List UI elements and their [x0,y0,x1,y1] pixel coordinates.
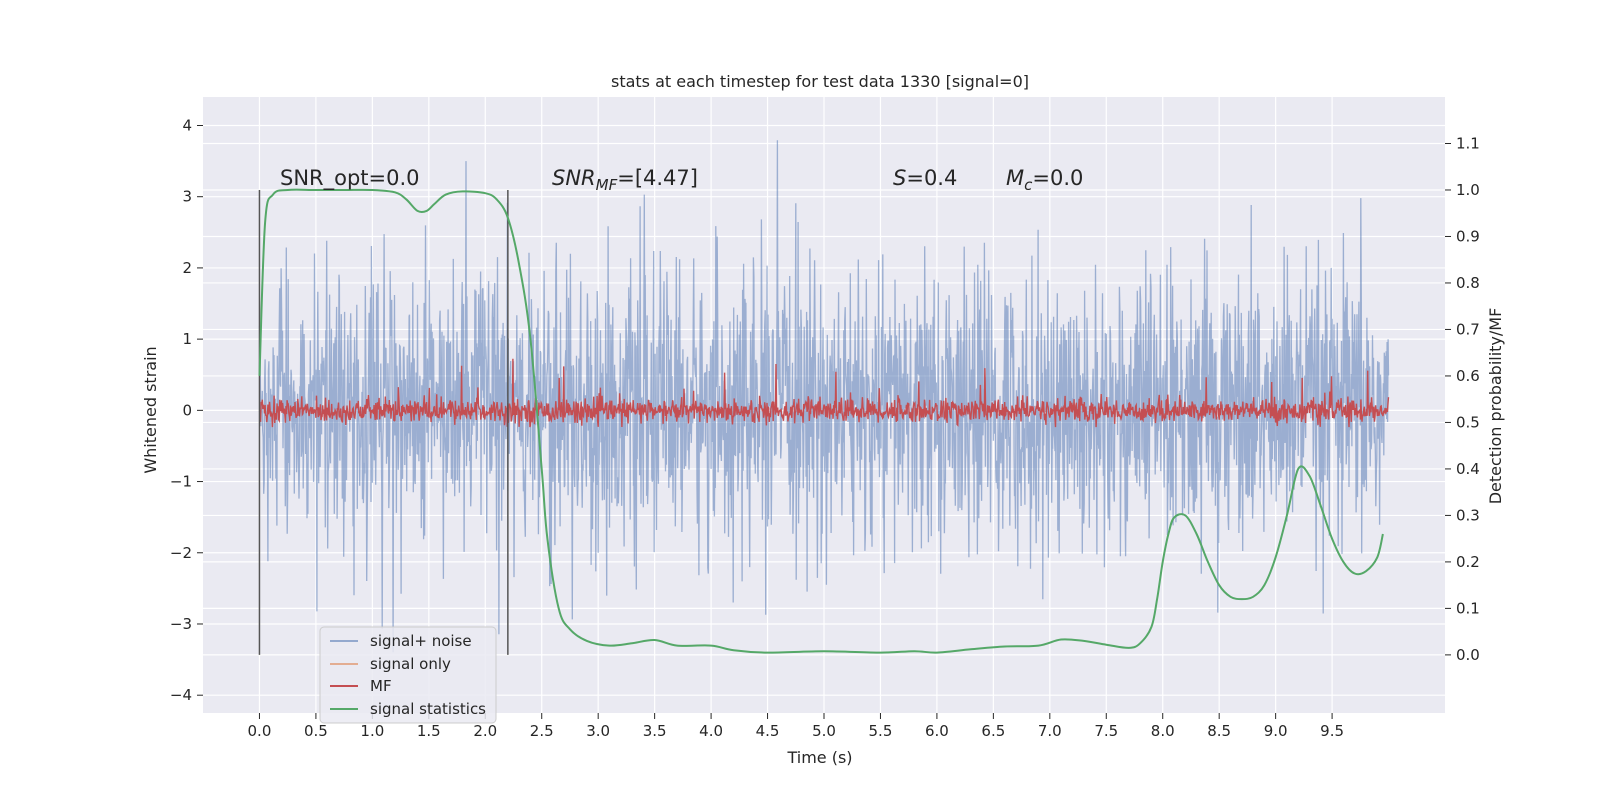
signal-statistics-line [258,188,1384,654]
x-tick-label: 3.5 [643,722,667,740]
x-tick-label: 0.0 [248,722,272,740]
x-tick-label: 7.0 [1038,722,1062,740]
vertical-markers [258,189,509,655]
y2-axis-ticks: 1.1 1.0 0.9 0.8 0.7 0.6 0.5 0.4 0.3 0.2 0.1 0.0 [1445,134,1480,664]
legend-frame [319,626,497,724]
x-tick-label: 5.5 [869,722,893,740]
x-tick-label: 8.0 [1151,722,1175,740]
annotation-snr-mf: SNRMF=[4.47] [552,166,698,194]
signal-noise-line [258,140,1390,653]
y2-tick-label: 0.7 [1456,320,1480,338]
mc-label: M [1006,166,1024,190]
x-tick-label: 0.5 [304,722,328,740]
y2-tick-label: 0.5 [1456,413,1480,431]
legend-label-mf: MF [370,677,392,695]
x-tick-label: 4.5 [756,722,780,740]
s-label: S [893,166,906,190]
y-tick-label: −3 [170,615,192,633]
y-tick-label: 3 [182,188,192,206]
annotation-mc: Mc=0.0 [1006,166,1083,194]
x-tick-label: 9.0 [1264,722,1288,740]
x-axis-label: Time (s) [786,748,852,767]
annotation-snr-opt: SNR_opt=0.0 [280,166,420,191]
y2-tick-label: 0.6 [1456,367,1480,385]
snr-mf-label: SNR [552,166,596,190]
annotation-s: S=0.4 [893,166,957,190]
mf-line [258,358,1390,428]
signal-statistics-series [258,188,1384,654]
signal-noise-series [258,140,1390,653]
snr-mf-subscript: MF [596,176,618,194]
chart-title: stats at each timestep for test data 133… [611,72,1029,91]
y2-tick-label: 0.3 [1456,506,1480,524]
x-tick-label: 6.0 [925,722,949,740]
y2-tick-label: 0.4 [1456,460,1480,478]
y2-tick-label: 1.1 [1456,134,1480,152]
mc-value: =0.0 [1032,166,1083,190]
y2-axis-label: Detection probability/MF [1486,308,1505,505]
y-tick-label: −4 [170,686,192,704]
x-tick-label: 2.0 [473,722,497,740]
y-tick-label: 4 [182,116,192,134]
y2-tick-label: 0.8 [1456,274,1480,292]
x-axis-ticks: 0.0 0.5 1.0 1.5 2.0 2.5 3.0 3.5 4.0 4.5 5.0 5.5 6.0 6… [248,713,1344,740]
s-value: =0.4 [906,166,957,190]
x-tick-label: 7.5 [1094,722,1118,740]
legend-label-signal-statistics: signal statistics [370,700,486,718]
y-axis-ticks: 4 3 2 1 0 −1 −2 −3 −4 [170,116,203,704]
y2-tick-label: 0.1 [1456,599,1480,617]
y2-tick-label: 0.2 [1456,553,1480,571]
x-tick-label: 9.5 [1320,722,1344,740]
x-tick-label: 1.5 [417,722,441,740]
y-tick-label: 1 [182,330,192,348]
y2-tick-label: 1.0 [1456,181,1480,199]
x-tick-label: 5.0 [812,722,836,740]
mf-series [258,358,1390,428]
y-tick-label: −2 [170,544,192,562]
mc-subscript: c [1024,176,1033,194]
y2-tick-label: 0.0 [1456,646,1480,664]
x-tick-label: 8.5 [1207,722,1231,740]
y-tick-label: 0 [182,401,192,419]
x-tick-label: 1.0 [360,722,384,740]
y-tick-label: −1 [170,473,192,491]
y2-tick-label: 0.9 [1456,227,1480,245]
y-axis-label: Whitened strain [141,346,160,473]
x-tick-label: 6.5 [981,722,1005,740]
legend: signal+ noise signal only MF signal stat… [319,626,497,724]
y-tick-label: 2 [182,259,192,277]
x-tick-label: 4.0 [699,722,723,740]
legend-label-signal-noise: signal+ noise [370,632,472,650]
x-tick-label: 3.0 [586,722,610,740]
snr-mf-value: =[4.47] [617,166,698,190]
legend-label-signal-only: signal only [370,655,451,673]
x-tick-label: 2.5 [530,722,554,740]
